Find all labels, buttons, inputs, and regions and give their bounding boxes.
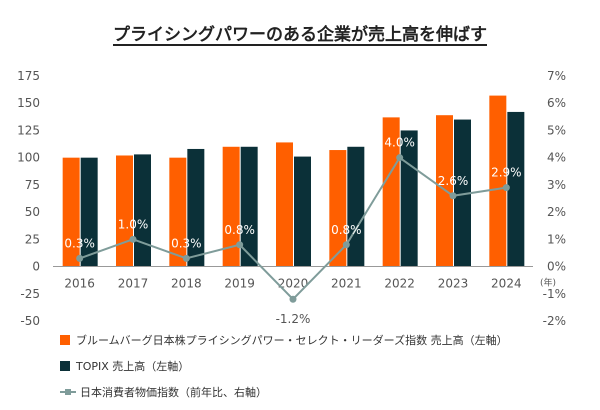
bar-topix-2021 — [347, 146, 365, 267]
point-cpi-2018 — [182, 254, 190, 262]
x-tick-label: 2022 — [384, 277, 415, 291]
y-left-tick-label: 0 — [32, 260, 40, 274]
data-label-cpi-2024: 2.9% — [491, 166, 522, 180]
x-tick-label: 2018 — [171, 277, 202, 291]
x-tick-label: 2016 — [64, 277, 95, 291]
bar-pricing-power-2022 — [382, 117, 400, 267]
y-left-tick-label: -50 — [20, 314, 40, 328]
y-left-tick-label: 175 — [17, 69, 40, 83]
legend-swatch-cpi — [60, 387, 76, 397]
bar-pricing-power-2016 — [62, 157, 80, 267]
bar-pricing-power-2021 — [329, 150, 347, 267]
legend: ブルームバーグ日本株プライシングパワー・セレクト・リーダーズ指数 売上高（左軸）… — [60, 327, 590, 405]
bar-pricing-power-2024 — [489, 95, 507, 267]
x-tick-label: 2024 — [491, 277, 522, 291]
legend-item-cpi: 日本消費者物価指数（前年比、右軸） — [60, 379, 590, 405]
data-label-cpi-2017: 1.0% — [118, 217, 149, 231]
y-left-tick-label: 150 — [17, 96, 40, 110]
bar-topix-2018 — [187, 148, 205, 267]
bar-pricing-power-2018 — [169, 157, 187, 267]
y-right-tick-label: 4% — [547, 151, 566, 165]
data-label-cpi-2023: 2.6% — [438, 174, 469, 188]
bar-topix-2017 — [134, 154, 151, 267]
x-tick-label: 2021 — [331, 277, 362, 291]
data-label-cpi-2016: 0.3% — [64, 236, 95, 250]
y-right-tick-label: -2% — [543, 314, 566, 328]
y-left-tick-label: 125 — [17, 123, 40, 137]
y-left-tick-label: 100 — [17, 151, 40, 165]
y-right-tick-label: 6% — [547, 96, 566, 110]
x-tick-label: 2017 — [118, 277, 149, 291]
x-tick-label: 2023 — [438, 277, 469, 291]
legend-item-topix: TOPIX 売上高（左軸） — [60, 353, 590, 379]
bar-topix-2024 — [507, 111, 525, 267]
legend-item-pricing-power: ブルームバーグ日本株プライシングパワー・セレクト・リーダーズ指数 売上高（左軸） — [60, 327, 590, 353]
x-axis-unit: (年) — [540, 277, 556, 289]
point-cpi-2020 — [289, 295, 297, 303]
chart-plot: -50 -25 0 25 50 75 100 125 150 175 -2% -1% 0% 1% 2% 3% 4… — [17, 69, 566, 328]
y-left-tick-label: 25 — [25, 232, 40, 246]
y-right-tick-label: 7% — [547, 69, 566, 83]
legend-label-pricing-power: ブルームバーグ日本株プライシングパワー・セレクト・リーダーズ指数 売上高（左軸） — [76, 334, 508, 347]
y-right-tick-label: 0% — [547, 260, 566, 274]
y-right-tick-label: -1% — [543, 287, 566, 301]
y-right-tick-label: 2% — [547, 205, 566, 219]
bar-topix-2016 — [80, 157, 98, 267]
legend-swatch-pricing-power — [60, 335, 70, 345]
legend-label-cpi: 日本消費者物価指数（前年比、右軸） — [80, 386, 267, 399]
bar-topix-2022 — [400, 130, 418, 267]
bar-pricing-power-2017 — [116, 155, 133, 267]
bar-topix-2020 — [294, 156, 311, 267]
point-cpi-2019 — [236, 241, 244, 249]
point-cpi-2024 — [502, 184, 510, 192]
chart-title: プライシングパワーのある企業が売上高を伸ばす — [113, 25, 487, 45]
legend-swatch-topix — [60, 361, 70, 371]
point-cpi-2017 — [129, 235, 137, 243]
y-left-tick-label: 75 — [25, 178, 40, 192]
data-label-cpi-2022: 4.0% — [384, 136, 415, 150]
data-label-cpi-2020: -1.2% — [276, 312, 311, 326]
y-right-tick-label: 3% — [547, 178, 566, 192]
point-cpi-2016 — [76, 254, 84, 262]
x-tick-label: 2019 — [224, 277, 255, 291]
y-right-tick-label: 5% — [547, 123, 566, 137]
y-left-tick-label: -25 — [20, 287, 40, 301]
bar-pricing-power-2020 — [276, 142, 293, 267]
data-label-cpi-2021: 0.8% — [331, 223, 362, 237]
x-tick-label: 2020 — [278, 277, 309, 291]
y-left-tick-label: 50 — [25, 205, 40, 219]
legend-label-topix: TOPIX 売上高（左軸） — [76, 360, 190, 373]
bar-topix-2023 — [454, 119, 471, 267]
point-cpi-2023 — [449, 192, 457, 200]
bar-topix-2019 — [240, 146, 258, 267]
point-cpi-2022 — [396, 154, 404, 162]
data-label-cpi-2018: 0.3% — [171, 236, 202, 250]
y-right-tick-label: 1% — [547, 232, 566, 246]
data-label-cpi-2019: 0.8% — [224, 223, 255, 237]
point-cpi-2021 — [342, 241, 350, 249]
bar-pricing-power-2019 — [222, 146, 240, 267]
